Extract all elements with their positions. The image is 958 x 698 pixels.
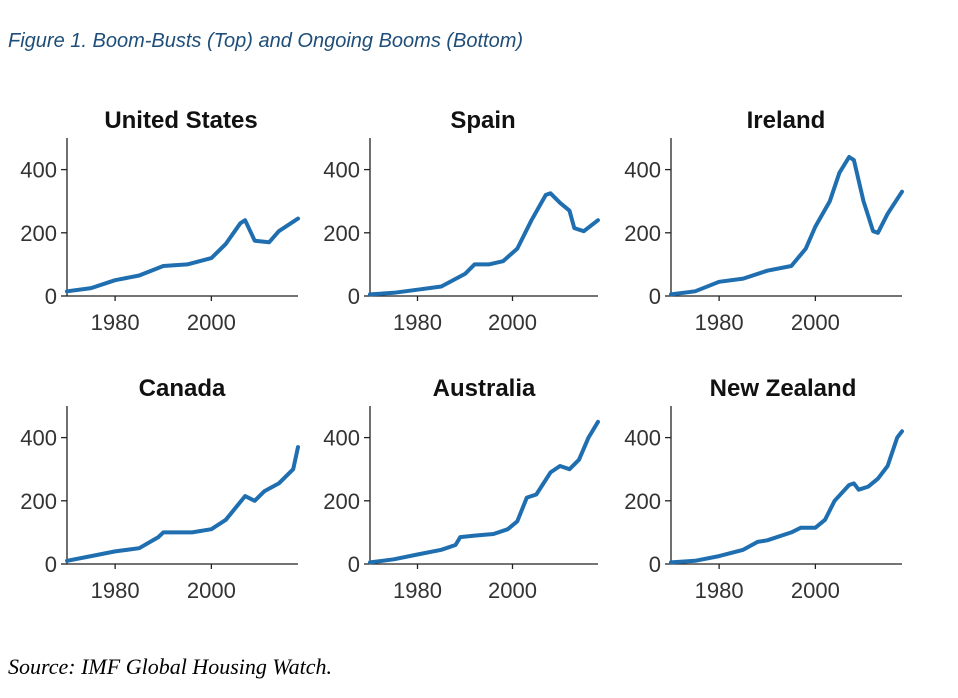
y-tick-label: 0: [649, 552, 661, 577]
y-tick-label: 200: [20, 221, 57, 246]
y-tick-label: 400: [323, 158, 360, 183]
x-tick-label: 1980: [91, 578, 140, 603]
x-tick-label: 2000: [187, 310, 236, 335]
x-tick-label: 2000: [791, 310, 840, 335]
panel-title: Spain: [450, 107, 515, 134]
chart-panel: United States 0 200 400 1980 2000: [20, 107, 300, 335]
chart-panel: Canada 0 200 400 1980 2000: [20, 375, 300, 603]
y-tick-label: 200: [20, 489, 57, 514]
series-line: [65, 445, 300, 563]
series-line: [65, 216, 300, 294]
y-tick-label: 400: [624, 158, 661, 183]
y-tick-label: 400: [20, 426, 57, 451]
x-tick-label: 2000: [791, 578, 840, 603]
y-tick-label: 400: [20, 158, 57, 183]
panel-title: Ireland: [747, 107, 826, 134]
y-tick-label: 200: [323, 221, 360, 246]
panel-title: New Zealand: [710, 375, 857, 402]
series-line: [368, 191, 600, 297]
y-tick-label: 0: [348, 284, 360, 309]
series-line: [669, 155, 904, 297]
chart-panel: New Zealand 0 200 400 1980 2000: [624, 375, 904, 603]
panel-title: United States: [104, 107, 257, 134]
x-tick-label: 2000: [488, 310, 537, 335]
x-tick-label: 2000: [488, 578, 537, 603]
x-tick-label: 2000: [187, 578, 236, 603]
x-tick-label: 1980: [695, 310, 744, 335]
source-note: Source: IMF Global Housing Watch.: [8, 654, 333, 679]
x-tick-label: 1980: [393, 578, 442, 603]
x-tick-label: 1980: [393, 310, 442, 335]
x-tick-label: 1980: [695, 578, 744, 603]
y-tick-label: 400: [624, 426, 661, 451]
y-tick-label: 0: [649, 284, 661, 309]
y-tick-label: 0: [348, 552, 360, 577]
series-line: [669, 429, 904, 565]
y-tick-label: 200: [624, 489, 661, 514]
y-tick-label: 0: [45, 552, 57, 577]
series-line: [368, 419, 600, 565]
chart-panel: Australia 0 200 400 1980 2000: [323, 375, 600, 603]
panel-title: Canada: [139, 375, 226, 402]
y-tick-label: 0: [45, 284, 57, 309]
chart-panel: Spain 0 200 400 1980 2000: [323, 107, 600, 335]
chart-panel: Ireland 0 200 400 1980 2000: [624, 107, 904, 335]
y-tick-label: 200: [323, 489, 360, 514]
x-tick-label: 1980: [91, 310, 140, 335]
y-tick-label: 400: [323, 426, 360, 451]
panel-title: Australia: [433, 375, 536, 402]
figure-caption: Figure 1. Boom-Busts (Top) and Ongoing B…: [8, 30, 524, 52]
y-tick-label: 200: [624, 221, 661, 246]
